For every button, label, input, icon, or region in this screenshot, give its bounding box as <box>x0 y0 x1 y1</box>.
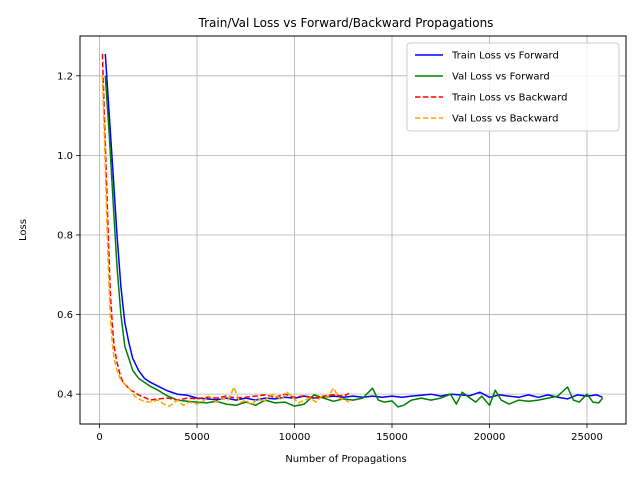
legend-label-4: Val Loss vs Backward <box>452 114 558 125</box>
legend-label-2: Val Loss vs Forward <box>452 72 550 83</box>
y-tick-label: 1.2 <box>57 71 73 82</box>
y-tick-label: 1.0 <box>57 151 73 162</box>
series-lines <box>101 53 604 408</box>
y-tick-label: 0.6 <box>57 310 73 321</box>
x-tick-label: 25000 <box>571 432 603 443</box>
y-axis-label: Loss <box>18 219 29 241</box>
y-tick-label: 0.8 <box>57 230 73 241</box>
series-line-2 <box>104 75 604 408</box>
legend-label-1: Train Loss vs Forward <box>451 51 559 62</box>
axis-ticks: 0 5000 10000 15000 20000 25000 0.4 0.6 0.8 1.0 1.2 <box>57 71 603 443</box>
x-tick-label: 0 <box>96 432 102 443</box>
chart-title: Train/Val Loss vs Forward/Backward Propa… <box>198 16 494 30</box>
legend-label-3: Train Loss vs Backward <box>451 93 567 104</box>
x-axis-label: Number of Propagations <box>285 454 406 465</box>
x-tick-label: 20000 <box>474 432 506 443</box>
series-line-4 <box>101 75 350 407</box>
x-tick-label: 10000 <box>279 432 311 443</box>
legend-box <box>406 42 620 132</box>
x-tick-label: 5000 <box>184 432 209 443</box>
plot-frame <box>79 35 627 425</box>
x-tick-label: 15000 <box>376 432 408 443</box>
legend: Train Loss vs Forward Val Loss vs Forward… <box>406 42 620 132</box>
y-tick-label: 0.4 <box>57 390 73 401</box>
